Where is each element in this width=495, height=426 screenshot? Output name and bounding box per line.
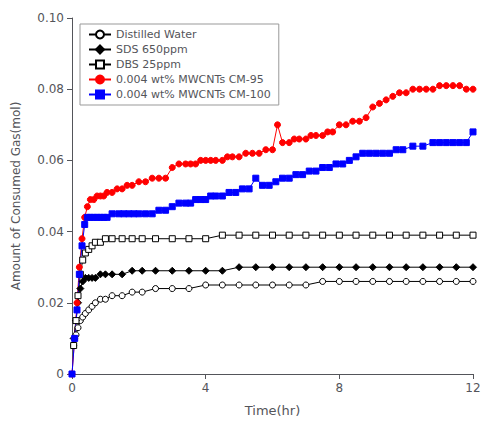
svg-text:SDS 650ppm: SDS 650ppm	[116, 43, 188, 56]
svg-text:0: 0	[68, 381, 76, 395]
svg-text:12: 12	[465, 381, 480, 395]
svg-text:0.04: 0.04	[37, 225, 64, 239]
svg-text:0: 0	[56, 367, 64, 381]
svg-text:8: 8	[336, 381, 344, 395]
svg-text:0.06: 0.06	[37, 153, 64, 167]
svg-text:0.02: 0.02	[37, 296, 64, 310]
svg-text:0.08: 0.08	[37, 82, 64, 96]
svg-text:DBS 25ppm: DBS 25ppm	[116, 58, 181, 71]
svg-text:0.004 wt% MWCNTs CM-95: 0.004 wt% MWCNTs CM-95	[116, 73, 264, 86]
svg-text:0.004 wt% MWCNTs CM-100: 0.004 wt% MWCNTs CM-100	[116, 88, 271, 101]
svg-text:0.10: 0.10	[37, 11, 64, 25]
svg-text:Time(hr): Time(hr)	[244, 403, 301, 418]
svg-text:Distilled Water: Distilled Water	[116, 28, 197, 41]
svg-text:Amount of Consumed Gas(mol): Amount of Consumed Gas(mol)	[9, 102, 23, 291]
svg-text:4: 4	[202, 381, 210, 395]
